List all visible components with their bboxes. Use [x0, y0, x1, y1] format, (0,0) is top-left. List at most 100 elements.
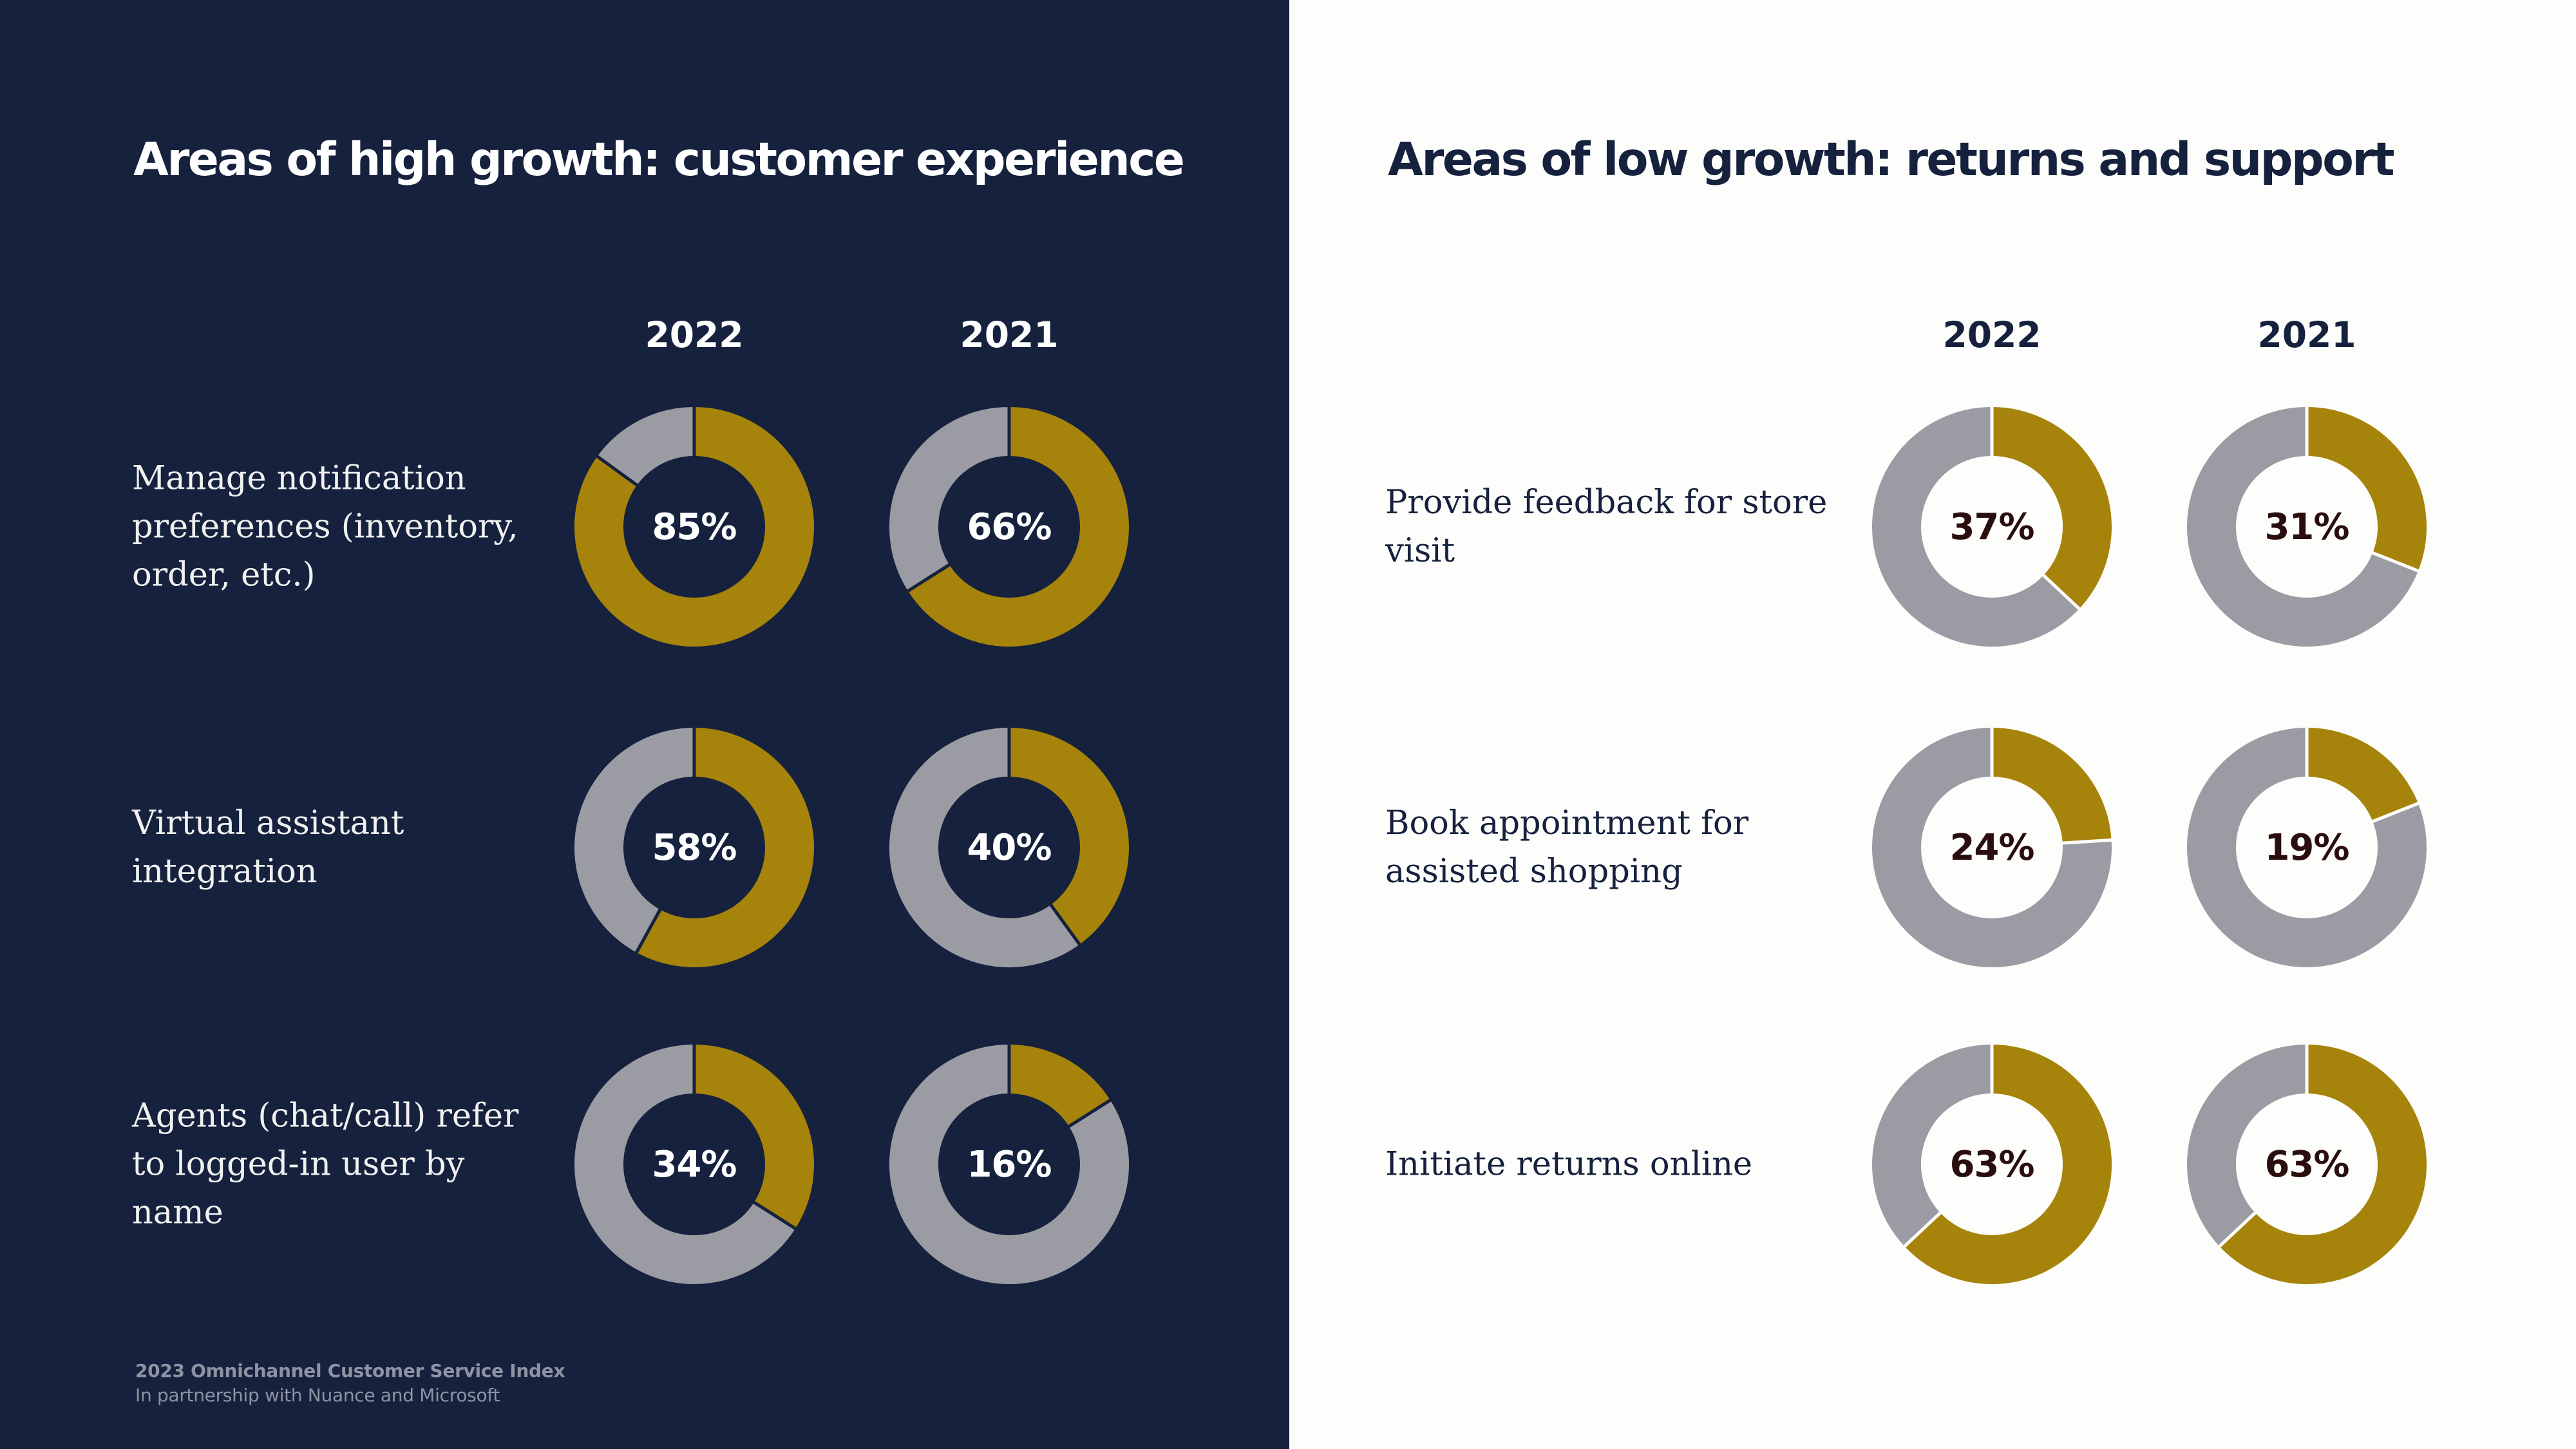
donut-separator — [2041, 573, 2081, 611]
row-label: Virtual assistant integration — [132, 799, 404, 896]
donut-remainder-segment — [1872, 407, 2079, 647]
donut-value-label: 19% — [2264, 826, 2349, 869]
donut-value-segment — [2306, 728, 2418, 822]
donut-chart: 24% — [1872, 726, 2113, 967]
donut-separator — [752, 1200, 798, 1231]
row-label: Provide feedback for store visit — [1385, 478, 1827, 575]
donut-chart: 40% — [889, 726, 1129, 967]
donut-value-label: 24% — [1949, 826, 2034, 869]
donut-svg — [574, 406, 814, 647]
donut-value-segment — [2219, 1045, 2427, 1284]
donut-remainder-segment — [574, 728, 695, 952]
row-label-line: assisted shopping — [1385, 853, 1683, 891]
donut-value-segment — [1991, 407, 2112, 609]
donut-value-label: 37% — [1949, 506, 2034, 548]
donut-separator — [2371, 551, 2420, 573]
donut-separator — [2217, 1211, 2257, 1249]
year-header-2022: 2022 — [1942, 314, 2041, 355]
row-label-line: visit — [1385, 532, 1455, 570]
donut-value-segment — [1991, 728, 2112, 844]
year-header-2022: 2022 — [645, 314, 744, 355]
donut-separator — [1066, 1098, 1113, 1129]
row-label-line: preferences (inventory, — [132, 507, 518, 546]
donut-separator — [634, 907, 663, 954]
row-label-line: Initiate returns online — [1385, 1145, 1753, 1184]
donut-remainder-segment — [2187, 728, 2427, 967]
year-header-2021: 2021 — [2257, 314, 2356, 355]
donut-value-segment — [636, 728, 814, 967]
donut-value-label: 63% — [1949, 1143, 2034, 1186]
donut-svg — [2187, 406, 2427, 647]
donut-remainder-segment — [889, 1045, 1129, 1284]
high-growth-panel: Areas of high growth: customer experienc… — [0, 0, 1289, 1449]
donut-separator — [905, 562, 952, 593]
donut-value-segment — [574, 407, 814, 647]
donut-chart: 31% — [2187, 406, 2427, 647]
donut-chart: 16% — [889, 1043, 1129, 1284]
donut-value-label: 66% — [967, 506, 1052, 548]
donut-remainder-segment — [1872, 1045, 1993, 1247]
donut-value-label: 63% — [2264, 1143, 2349, 1186]
row-label: Manage notification preferences (inventor… — [132, 455, 518, 600]
donut-value-segment — [907, 407, 1129, 647]
donut-svg — [1872, 406, 2112, 647]
donut-svg — [574, 726, 814, 967]
donut-chart: 58% — [574, 726, 814, 967]
row-label-line: order, etc.) — [132, 556, 316, 594]
donut-value-segment — [694, 1045, 814, 1229]
donut-remainder-segment — [2187, 1045, 2307, 1247]
donut-value-label: 58% — [652, 826, 737, 869]
donut-svg — [2187, 726, 2427, 967]
donut-chart: 85% — [574, 406, 814, 647]
donut-svg — [889, 726, 1129, 967]
donut-remainder-segment — [1872, 728, 2112, 967]
donut-value-segment — [1008, 1045, 1111, 1128]
donut-separator — [1902, 1211, 1942, 1249]
low-growth-panel: Areas of low growth: returns and support… — [1289, 0, 2576, 1449]
donut-value-segment — [2306, 407, 2427, 571]
row-label: Initiate returns online — [1385, 1141, 1752, 1189]
footer-subtitle: In partnership with Nuance and Microsoft — [135, 1385, 500, 1406]
donut-remainder-segment — [889, 728, 1080, 967]
donut-chart: 34% — [574, 1043, 814, 1284]
donut-value-segment — [1904, 1045, 2112, 1284]
low-growth-title: Areas of low growth: returns and support — [1388, 133, 2395, 186]
donut-chart: 66% — [889, 406, 1129, 647]
footer-title: 2023 Omnichannel Customer Service Index — [135, 1360, 565, 1381]
donut-chart: 37% — [1872, 406, 2112, 647]
donut-value-segment — [1009, 728, 1129, 945]
row-label-line: Virtual assistant — [132, 804, 404, 842]
donut-svg — [889, 1043, 1129, 1284]
donut-svg — [2187, 1043, 2427, 1284]
year-header-2021: 2021 — [960, 314, 1059, 355]
row-label-line: Agents (chat/call) refer — [132, 1097, 519, 1135]
donut-value-label: 31% — [2264, 506, 2349, 548]
donut-remainder-segment — [597, 407, 696, 486]
donut-separator — [1048, 902, 1082, 947]
row-label: Agents (chat/call) refer to logged-in use… — [132, 1092, 518, 1237]
donut-value-label: 85% — [652, 506, 737, 548]
donut-svg — [574, 1043, 814, 1284]
donut-separator — [595, 454, 639, 488]
donut-svg — [1872, 726, 2113, 967]
donut-chart: 63% — [2187, 1043, 2427, 1284]
donut-separator — [2371, 801, 2420, 824]
donut-value-label: 16% — [967, 1143, 1052, 1186]
row-label-line: Provide feedback for store — [1385, 484, 1828, 522]
row-label-line: to logged-in user by — [132, 1145, 465, 1184]
donut-chart: 63% — [1872, 1043, 2112, 1284]
row-label-line: integration — [132, 853, 317, 891]
donut-svg — [1872, 1043, 2112, 1284]
donut-value-label: 34% — [652, 1143, 737, 1186]
donut-chart: 19% — [2187, 726, 2427, 967]
donut-value-label: 40% — [967, 826, 1052, 869]
row-label-line: Manage notification — [132, 459, 466, 498]
donut-remainder-segment — [574, 1045, 796, 1284]
row-label-line: name — [132, 1193, 223, 1232]
donut-separator — [2061, 838, 2113, 845]
row-label-line: Book appointment for — [1385, 804, 1749, 842]
donut-remainder-segment — [889, 407, 1010, 591]
donut-svg — [889, 406, 1129, 647]
row-label: Book appointment for assisted shopping — [1385, 799, 1748, 896]
high-growth-title: Areas of high growth: customer experienc… — [133, 133, 1185, 186]
